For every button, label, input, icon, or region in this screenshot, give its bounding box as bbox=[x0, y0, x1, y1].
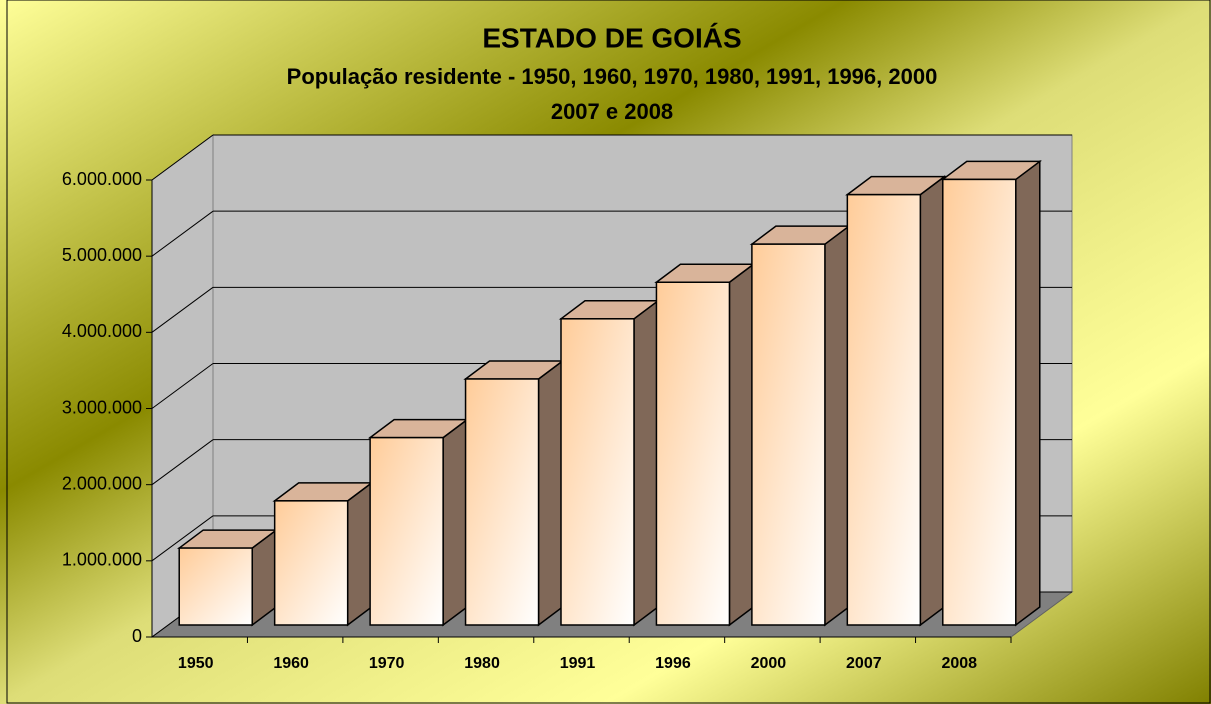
chart-subtitle: População residente - 1950, 1960, 1970, … bbox=[287, 64, 938, 89]
bar-side bbox=[728, 262, 755, 627]
bar-side bbox=[346, 481, 373, 627]
x-tick-label: 1960 bbox=[273, 655, 309, 672]
bar bbox=[369, 436, 444, 626]
chart-subtitle: 2007 e 2008 bbox=[551, 99, 673, 124]
x-tick-label: 1970 bbox=[369, 655, 405, 672]
y-tick-label: 0 bbox=[132, 626, 142, 646]
bar bbox=[655, 281, 731, 626]
grid-line bbox=[151, 134, 214, 181]
y-tick-label: 1.000.000 bbox=[62, 550, 142, 570]
bar bbox=[464, 378, 540, 626]
bar bbox=[942, 178, 1017, 626]
bar-side bbox=[442, 418, 468, 627]
bar bbox=[273, 500, 349, 626]
x-tick-label: 1991 bbox=[560, 655, 596, 672]
x-tick-label: 2007 bbox=[846, 655, 882, 672]
y-tick-label: 5.000.000 bbox=[62, 245, 142, 265]
x-tick-label: 1950 bbox=[178, 655, 214, 672]
chart-title: ESTADO DE GOIÁS bbox=[482, 22, 741, 53]
bar bbox=[178, 547, 253, 626]
y-tick-label: 2.000.000 bbox=[62, 473, 142, 493]
bar bbox=[560, 318, 635, 626]
bar-side bbox=[919, 175, 946, 627]
x-tick-label: 2000 bbox=[751, 655, 787, 672]
grid-line bbox=[151, 439, 214, 486]
bar-side bbox=[824, 224, 850, 627]
grid-line bbox=[151, 515, 214, 562]
bar-side bbox=[537, 359, 564, 627]
grid-line bbox=[151, 210, 214, 257]
bar bbox=[846, 193, 922, 626]
y-tick-label: 4.000.000 bbox=[62, 321, 142, 341]
y-tick-label: 3.000.000 bbox=[62, 397, 142, 417]
x-tick-label: 2008 bbox=[941, 655, 977, 672]
grid-line bbox=[151, 363, 214, 409]
y-tick-label: 6.000.000 bbox=[62, 169, 142, 189]
chart-border bbox=[6, 0, 1211, 704]
bar-side bbox=[1015, 159, 1041, 627]
x-tick-label: 1980 bbox=[464, 655, 500, 672]
x-tick-label: 1996 bbox=[655, 655, 691, 672]
bar bbox=[751, 243, 826, 626]
grid-line bbox=[151, 286, 214, 333]
bar-side bbox=[633, 299, 659, 627]
